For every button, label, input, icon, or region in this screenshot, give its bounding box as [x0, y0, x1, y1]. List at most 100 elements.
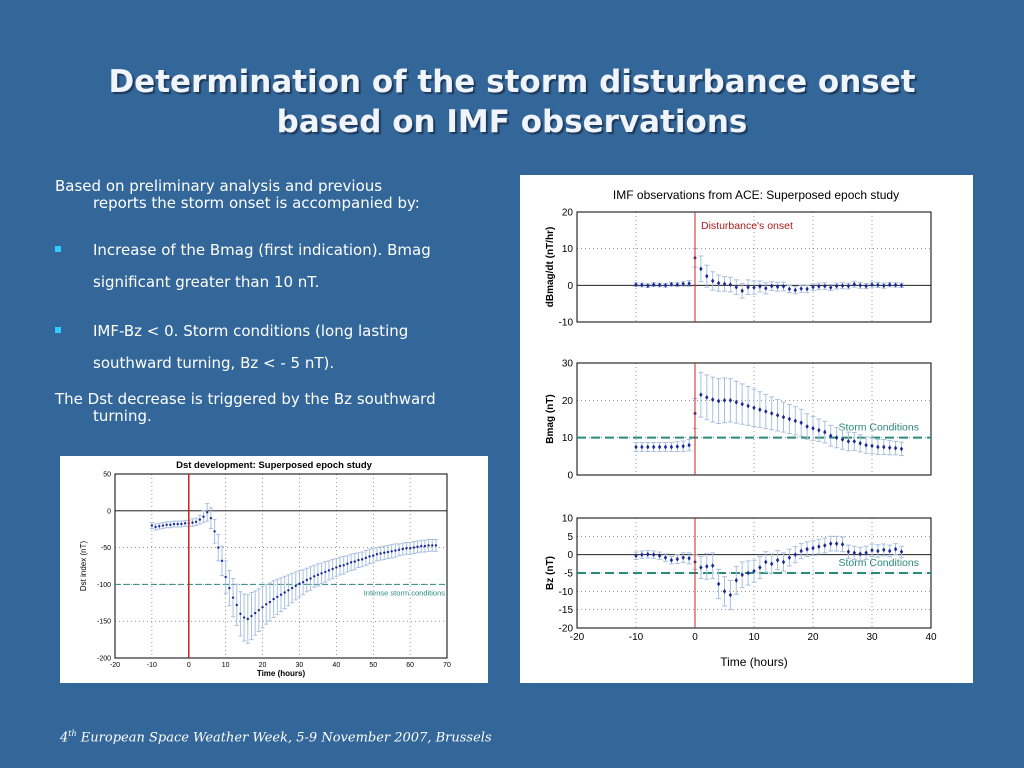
data-point: [427, 544, 430, 547]
data-point: [899, 549, 904, 555]
data-point: [209, 516, 213, 520]
data-point: [705, 564, 709, 569]
data-point: [669, 281, 674, 287]
data-point: [781, 414, 786, 420]
data-point: [882, 444, 886, 450]
data-point: [675, 444, 679, 450]
slide-title-line-2: based on IMF observations: [276, 104, 748, 140]
bullet-marker-icon: [55, 327, 61, 333]
data-point: [394, 549, 397, 552]
data-point: [372, 554, 375, 557]
data-point: [401, 547, 404, 551]
data-point: [434, 544, 438, 547]
bullet-marker-icon: [55, 246, 61, 252]
data-point: [169, 523, 172, 526]
data-point: [699, 565, 703, 570]
data-point: [893, 546, 898, 552]
intro-line-2: reports the storm onset is accompanied b…: [93, 194, 420, 212]
data-point: [375, 553, 379, 556]
data-point: [805, 424, 809, 429]
y-tick-label: -150: [97, 619, 111, 626]
y-tick-label: -10: [559, 318, 574, 329]
data-point: [390, 550, 393, 553]
data-point: [194, 520, 198, 524]
data-point: [652, 552, 656, 558]
y-tick-label: 5: [567, 532, 573, 543]
y-tick-label: 0: [567, 550, 573, 561]
data-point: [711, 397, 715, 402]
imf-chart-title: IMF observations from ACE: Superposed ep…: [613, 188, 899, 202]
data-point: [231, 596, 235, 599]
data-point: [640, 444, 644, 450]
x-tick-label: 40: [925, 632, 937, 643]
data-point: [893, 445, 898, 451]
data-point: [364, 556, 368, 560]
data-point: [397, 548, 401, 552]
data-point: [722, 397, 727, 403]
data-point: [316, 573, 320, 577]
data-point: [834, 283, 839, 289]
data-point: [675, 556, 679, 562]
data-point: [265, 603, 268, 606]
data-point: [657, 553, 662, 559]
data-point: [412, 546, 415, 549]
data-point: [793, 418, 797, 424]
data-point: [728, 592, 733, 598]
data-point: [811, 425, 815, 431]
data-point: [634, 553, 638, 559]
intro-paragraph: Based on preliminary analysis and previo…: [55, 178, 505, 212]
data-point: [752, 568, 756, 574]
data-point: [646, 551, 650, 557]
plot-frame: [576, 362, 932, 476]
data-point: [327, 569, 331, 572]
data-point: [257, 608, 261, 612]
data-point: [770, 411, 774, 416]
data-point: [817, 427, 821, 433]
bullet-item-bz: IMF-Bz < 0. Storm conditions (long lasti…: [55, 315, 505, 379]
x-tick-label: 40: [332, 662, 340, 669]
data-point: [829, 285, 833, 290]
data-point: [805, 546, 809, 552]
data-point: [290, 586, 294, 590]
data-point: [646, 444, 650, 450]
x-tick-label: -20: [570, 632, 585, 643]
data-point: [888, 548, 892, 554]
data-point: [876, 282, 880, 288]
data-point: [239, 612, 242, 616]
data-point: [834, 541, 839, 547]
data-point: [823, 429, 827, 435]
dst-chart-panel: Dst development: Superposed epoch study 5…: [60, 456, 488, 683]
data-point: [799, 420, 803, 426]
x-tick-label: -10: [147, 662, 157, 669]
data-point: [305, 578, 309, 582]
y-tick-label: 0: [567, 471, 573, 482]
data-point: [787, 416, 792, 422]
data-point: [888, 445, 892, 451]
data-point: [687, 281, 691, 286]
intense-storm-label: Intense storm conditions: [364, 588, 446, 597]
data-point: [781, 559, 786, 565]
data-point: [805, 286, 809, 292]
data-point: [882, 283, 886, 289]
imf-y-axis-label: dBmag/dt (nT/hr): [545, 227, 556, 308]
data-point: [224, 575, 227, 579]
data-point: [217, 546, 220, 549]
data-point: [268, 600, 272, 604]
data-point: [272, 597, 275, 601]
imf-y-axis-label: Bmag (nT): [545, 394, 556, 443]
data-point: [294, 584, 297, 588]
data-point: [876, 548, 880, 554]
data-point: [431, 544, 434, 547]
data-point: [752, 285, 756, 290]
data-point: [899, 282, 904, 288]
data-point: [335, 566, 338, 569]
data-point: [681, 555, 685, 560]
data-point: [198, 518, 202, 521]
data-point: [764, 409, 768, 414]
y-tick-label: 50: [103, 471, 111, 478]
data-point: [882, 547, 886, 553]
data-point: [852, 439, 856, 444]
y-tick-label: 10: [562, 244, 574, 255]
data-point: [840, 283, 845, 289]
data-point: [716, 398, 721, 404]
